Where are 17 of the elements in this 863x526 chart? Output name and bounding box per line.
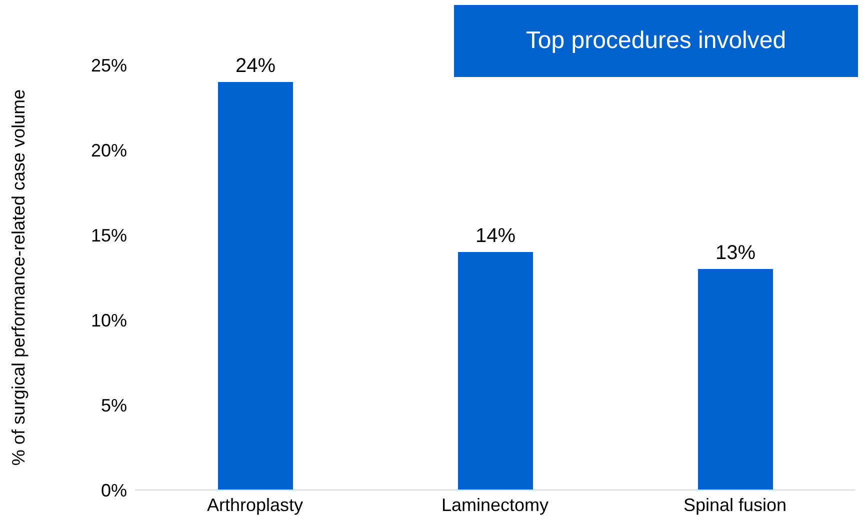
bar <box>698 269 773 490</box>
y-tick-label: 5% <box>100 395 127 416</box>
y-tick-label: 20% <box>90 140 127 160</box>
y-tick-label: 25% <box>90 55 127 76</box>
y-tick-label: 10% <box>90 310 127 330</box>
data-label: 24% <box>235 55 276 77</box>
x-tick-label: Laminectomy <box>441 494 549 515</box>
data-label: 14% <box>475 225 516 247</box>
title-box: Top procedures involved <box>454 5 858 77</box>
y-axis-title: % of surgical performance-related case volume <box>8 89 28 466</box>
bar <box>458 252 533 490</box>
x-tick-label: Arthroplasty <box>206 494 304 515</box>
y-tick-label: 15% <box>90 225 127 246</box>
data-label: 13% <box>715 242 756 264</box>
bar <box>218 82 293 490</box>
y-tick-label: 0% <box>100 480 127 500</box>
x-tick-label: Spinal fusion <box>683 494 787 515</box>
